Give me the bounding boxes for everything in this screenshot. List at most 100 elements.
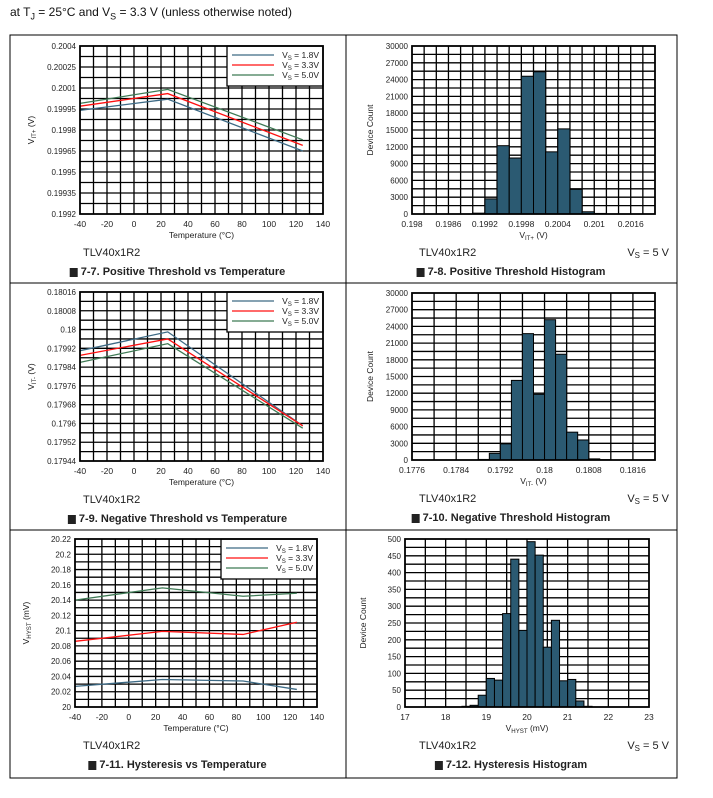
y-tick-label: 0.2004 — [52, 42, 77, 51]
series-line-1.8V — [79, 98, 303, 152]
y-tick-label: 100 — [388, 669, 402, 678]
x-tick-label: 0 — [132, 466, 137, 476]
y-tick-label: 200 — [388, 636, 402, 645]
histogram-bar — [533, 71, 547, 215]
y-tick-label: 500 — [388, 535, 402, 544]
series-line-5.0V — [79, 342, 304, 429]
y-tick-label: 0.2001 — [52, 84, 77, 93]
x-tick-label: 40 — [178, 712, 188, 722]
x-tick-label: 18 — [441, 712, 451, 722]
x-tick-label: 0.1776 — [399, 465, 425, 475]
x-tick-label: 0.201 — [584, 219, 606, 229]
x-tick-label: 19 — [482, 712, 492, 722]
figure-caption: 7-8. Positive Threshold Histogram — [428, 266, 606, 278]
y-tick-label: 0.17984 — [47, 363, 76, 372]
histogram-bar — [557, 128, 571, 215]
x-tick-label: 100 — [256, 712, 270, 722]
x-tick-label: 17 — [400, 712, 410, 722]
histogram-bar — [555, 353, 568, 461]
y-tick-label: 450 — [388, 552, 402, 561]
x-tick-label: 20 — [156, 219, 166, 229]
figure-caption: 7-9. Negative Threshold vs Temperature — [79, 513, 287, 525]
y-tick-label: 20.1 — [55, 627, 71, 636]
series-line-1.8V — [74, 678, 297, 691]
x-tick-label: 0 — [132, 219, 137, 229]
y-tick-label: 0 — [404, 210, 409, 219]
plot-frame — [411, 292, 656, 461]
x-tick-label: 20 — [156, 466, 166, 476]
x-tick-label: 0.1816 — [620, 465, 646, 475]
y-axis-title: VIT+ (V) — [26, 116, 38, 145]
chart-7-7: 0.1992 0.19935 0.1995 0.19965 0.1998 0.19995 0… — [9, 34, 347, 284]
y-tick-label: 0.20025 — [47, 63, 76, 72]
histogram-bar — [521, 333, 534, 461]
y-tick-label: 24000 — [386, 322, 409, 331]
y-tick-label: 0.1995 — [52, 168, 77, 177]
figure-caption: 7-12. Hysteresis Histogram — [446, 759, 587, 771]
legend-label: VS = 1.8V — [282, 50, 319, 62]
plot-frame — [411, 45, 656, 215]
y-tick-label: 250 — [388, 619, 402, 628]
y-tick-label: 400 — [388, 569, 402, 578]
condition-label: VS = 5 V — [627, 493, 669, 506]
y-tick-label: 0.17992 — [47, 344, 76, 353]
series-line-5.0V — [74, 587, 297, 601]
condition-label: VS = 5 V — [627, 740, 669, 753]
histogram-bar — [493, 679, 504, 708]
x-tick-label: 120 — [283, 712, 297, 722]
histogram-bar — [485, 677, 495, 708]
x-tick-label: 60 — [210, 466, 220, 476]
x-tick-label: -20 — [101, 219, 114, 229]
device-label: TLV40x1R2 — [419, 493, 476, 505]
series-line-3.3V — [74, 621, 297, 642]
x-tick-label: 120 — [289, 219, 303, 229]
y-tick-label: 6000 — [390, 176, 408, 185]
y-tick-label: 21000 — [386, 339, 409, 348]
header-text: = 25°C and V — [34, 5, 111, 19]
legend-label: VS = 1.8V — [282, 296, 319, 308]
y-tick-label: 0.19965 — [47, 147, 76, 156]
device-label: TLV40x1R2 — [83, 740, 140, 752]
histogram-bar — [508, 157, 522, 215]
figure-icon — [416, 268, 425, 277]
y-axis-title: Device Count — [365, 350, 375, 402]
histogram-bar — [544, 319, 557, 461]
y-tick-label: 12000 — [386, 143, 409, 152]
figure-icon — [67, 515, 76, 524]
chart-7-8: 0 3000 6000 9000 12000 15000 18000 21000 24000 27… — [345, 34, 678, 284]
y-tick-label: 0 — [397, 703, 402, 712]
y-tick-label: 0.18 — [60, 326, 76, 335]
histogram-bar — [567, 678, 577, 708]
y-tick-label: 30000 — [386, 289, 409, 298]
subscript: J — [30, 11, 35, 22]
x-tick-label: 0.198 — [401, 219, 423, 229]
x-tick-label: 60 — [205, 712, 215, 722]
histogram-bar — [542, 646, 552, 708]
y-tick-label: 12000 — [386, 389, 409, 398]
x-tick-label: 140 — [316, 219, 330, 229]
series-line-3.3V — [79, 338, 304, 427]
y-tick-label: 15000 — [386, 126, 409, 135]
x-tick-label: 40 — [183, 466, 193, 476]
x-tick-label: 0.1998 — [508, 219, 534, 229]
y-axis-title: VHYST (mV) — [21, 601, 33, 644]
legend-label: VS = 5.0V — [282, 316, 319, 328]
y-tick-label: 0.17944 — [47, 457, 76, 466]
chart-7-12: 0 50 100 150 200 250 300 350 400 450 500 17 18 19 20 21… — [345, 529, 678, 779]
y-tick-label: 300 — [388, 602, 402, 611]
x-axis-title: Temperature (°C) — [163, 723, 228, 733]
histogram-bar — [496, 145, 510, 215]
x-tick-label: 80 — [237, 219, 247, 229]
histogram-bar — [569, 188, 583, 215]
plot-frame — [79, 45, 324, 215]
y-axis-title: Device Count — [365, 104, 375, 156]
histogram-bar — [577, 439, 590, 461]
y-tick-label: 0.17976 — [47, 382, 76, 391]
y-tick-label: 0.1998 — [52, 126, 77, 135]
x-tick-label: 0.18 — [536, 465, 553, 475]
histogram-bar — [510, 379, 523, 461]
y-tick-label: 18000 — [386, 109, 409, 118]
x-tick-label: 0.2004 — [545, 219, 571, 229]
x-tick-label: 0.1986 — [435, 219, 461, 229]
device-label: TLV40x1R2 — [419, 740, 476, 752]
